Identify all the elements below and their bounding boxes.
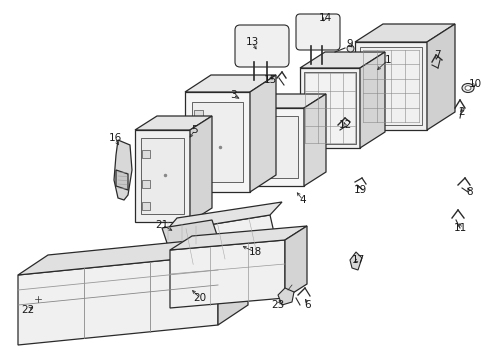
Polygon shape (162, 220, 218, 246)
Text: 9: 9 (346, 39, 353, 49)
Text: 14: 14 (318, 13, 331, 23)
Text: 3: 3 (229, 90, 236, 100)
Polygon shape (304, 94, 325, 186)
FancyBboxPatch shape (295, 14, 339, 50)
Text: 8: 8 (466, 187, 472, 197)
Text: 12: 12 (338, 120, 351, 130)
Polygon shape (184, 92, 249, 192)
Polygon shape (258, 116, 297, 178)
Text: 18: 18 (248, 247, 261, 257)
Text: 13: 13 (245, 37, 258, 47)
Polygon shape (260, 128, 267, 136)
Polygon shape (135, 130, 190, 222)
Text: 22: 22 (21, 305, 35, 315)
Text: 10: 10 (468, 79, 481, 89)
Polygon shape (299, 68, 359, 148)
Polygon shape (164, 202, 282, 232)
Polygon shape (18, 235, 247, 275)
Text: 1: 1 (384, 55, 390, 65)
Polygon shape (18, 255, 218, 345)
Text: 11: 11 (452, 223, 466, 233)
Polygon shape (354, 42, 426, 130)
Polygon shape (141, 138, 183, 214)
Polygon shape (249, 75, 275, 192)
Polygon shape (299, 52, 384, 68)
Polygon shape (164, 215, 278, 268)
Polygon shape (170, 226, 306, 250)
Polygon shape (142, 150, 150, 158)
Text: 17: 17 (351, 255, 364, 265)
Ellipse shape (33, 298, 43, 311)
Polygon shape (354, 24, 454, 42)
Text: 16: 16 (108, 133, 122, 143)
Polygon shape (218, 235, 247, 325)
Polygon shape (359, 52, 384, 148)
Polygon shape (190, 116, 212, 222)
Ellipse shape (464, 86, 470, 90)
FancyBboxPatch shape (235, 25, 288, 67)
Text: 6: 6 (304, 300, 311, 310)
Polygon shape (349, 252, 361, 270)
Text: 2: 2 (458, 107, 465, 117)
Polygon shape (251, 94, 325, 108)
Polygon shape (116, 170, 128, 190)
Text: 23: 23 (271, 300, 284, 310)
Polygon shape (194, 110, 203, 119)
Text: 7: 7 (433, 50, 439, 60)
Polygon shape (251, 108, 304, 186)
Polygon shape (142, 202, 150, 210)
Polygon shape (278, 288, 293, 305)
Polygon shape (194, 164, 203, 173)
Polygon shape (184, 75, 275, 92)
Polygon shape (426, 24, 454, 130)
Text: 21: 21 (155, 220, 168, 230)
Text: 15: 15 (263, 75, 276, 85)
Text: 4: 4 (299, 195, 305, 205)
Polygon shape (114, 140, 132, 200)
Text: 19: 19 (353, 185, 366, 195)
Text: 20: 20 (193, 293, 206, 303)
Text: 5: 5 (191, 125, 198, 135)
Polygon shape (194, 140, 203, 149)
Polygon shape (142, 180, 150, 188)
Polygon shape (170, 240, 285, 308)
Polygon shape (192, 102, 243, 182)
Polygon shape (285, 226, 306, 298)
Ellipse shape (461, 84, 473, 93)
Polygon shape (260, 153, 267, 161)
Polygon shape (135, 116, 212, 130)
